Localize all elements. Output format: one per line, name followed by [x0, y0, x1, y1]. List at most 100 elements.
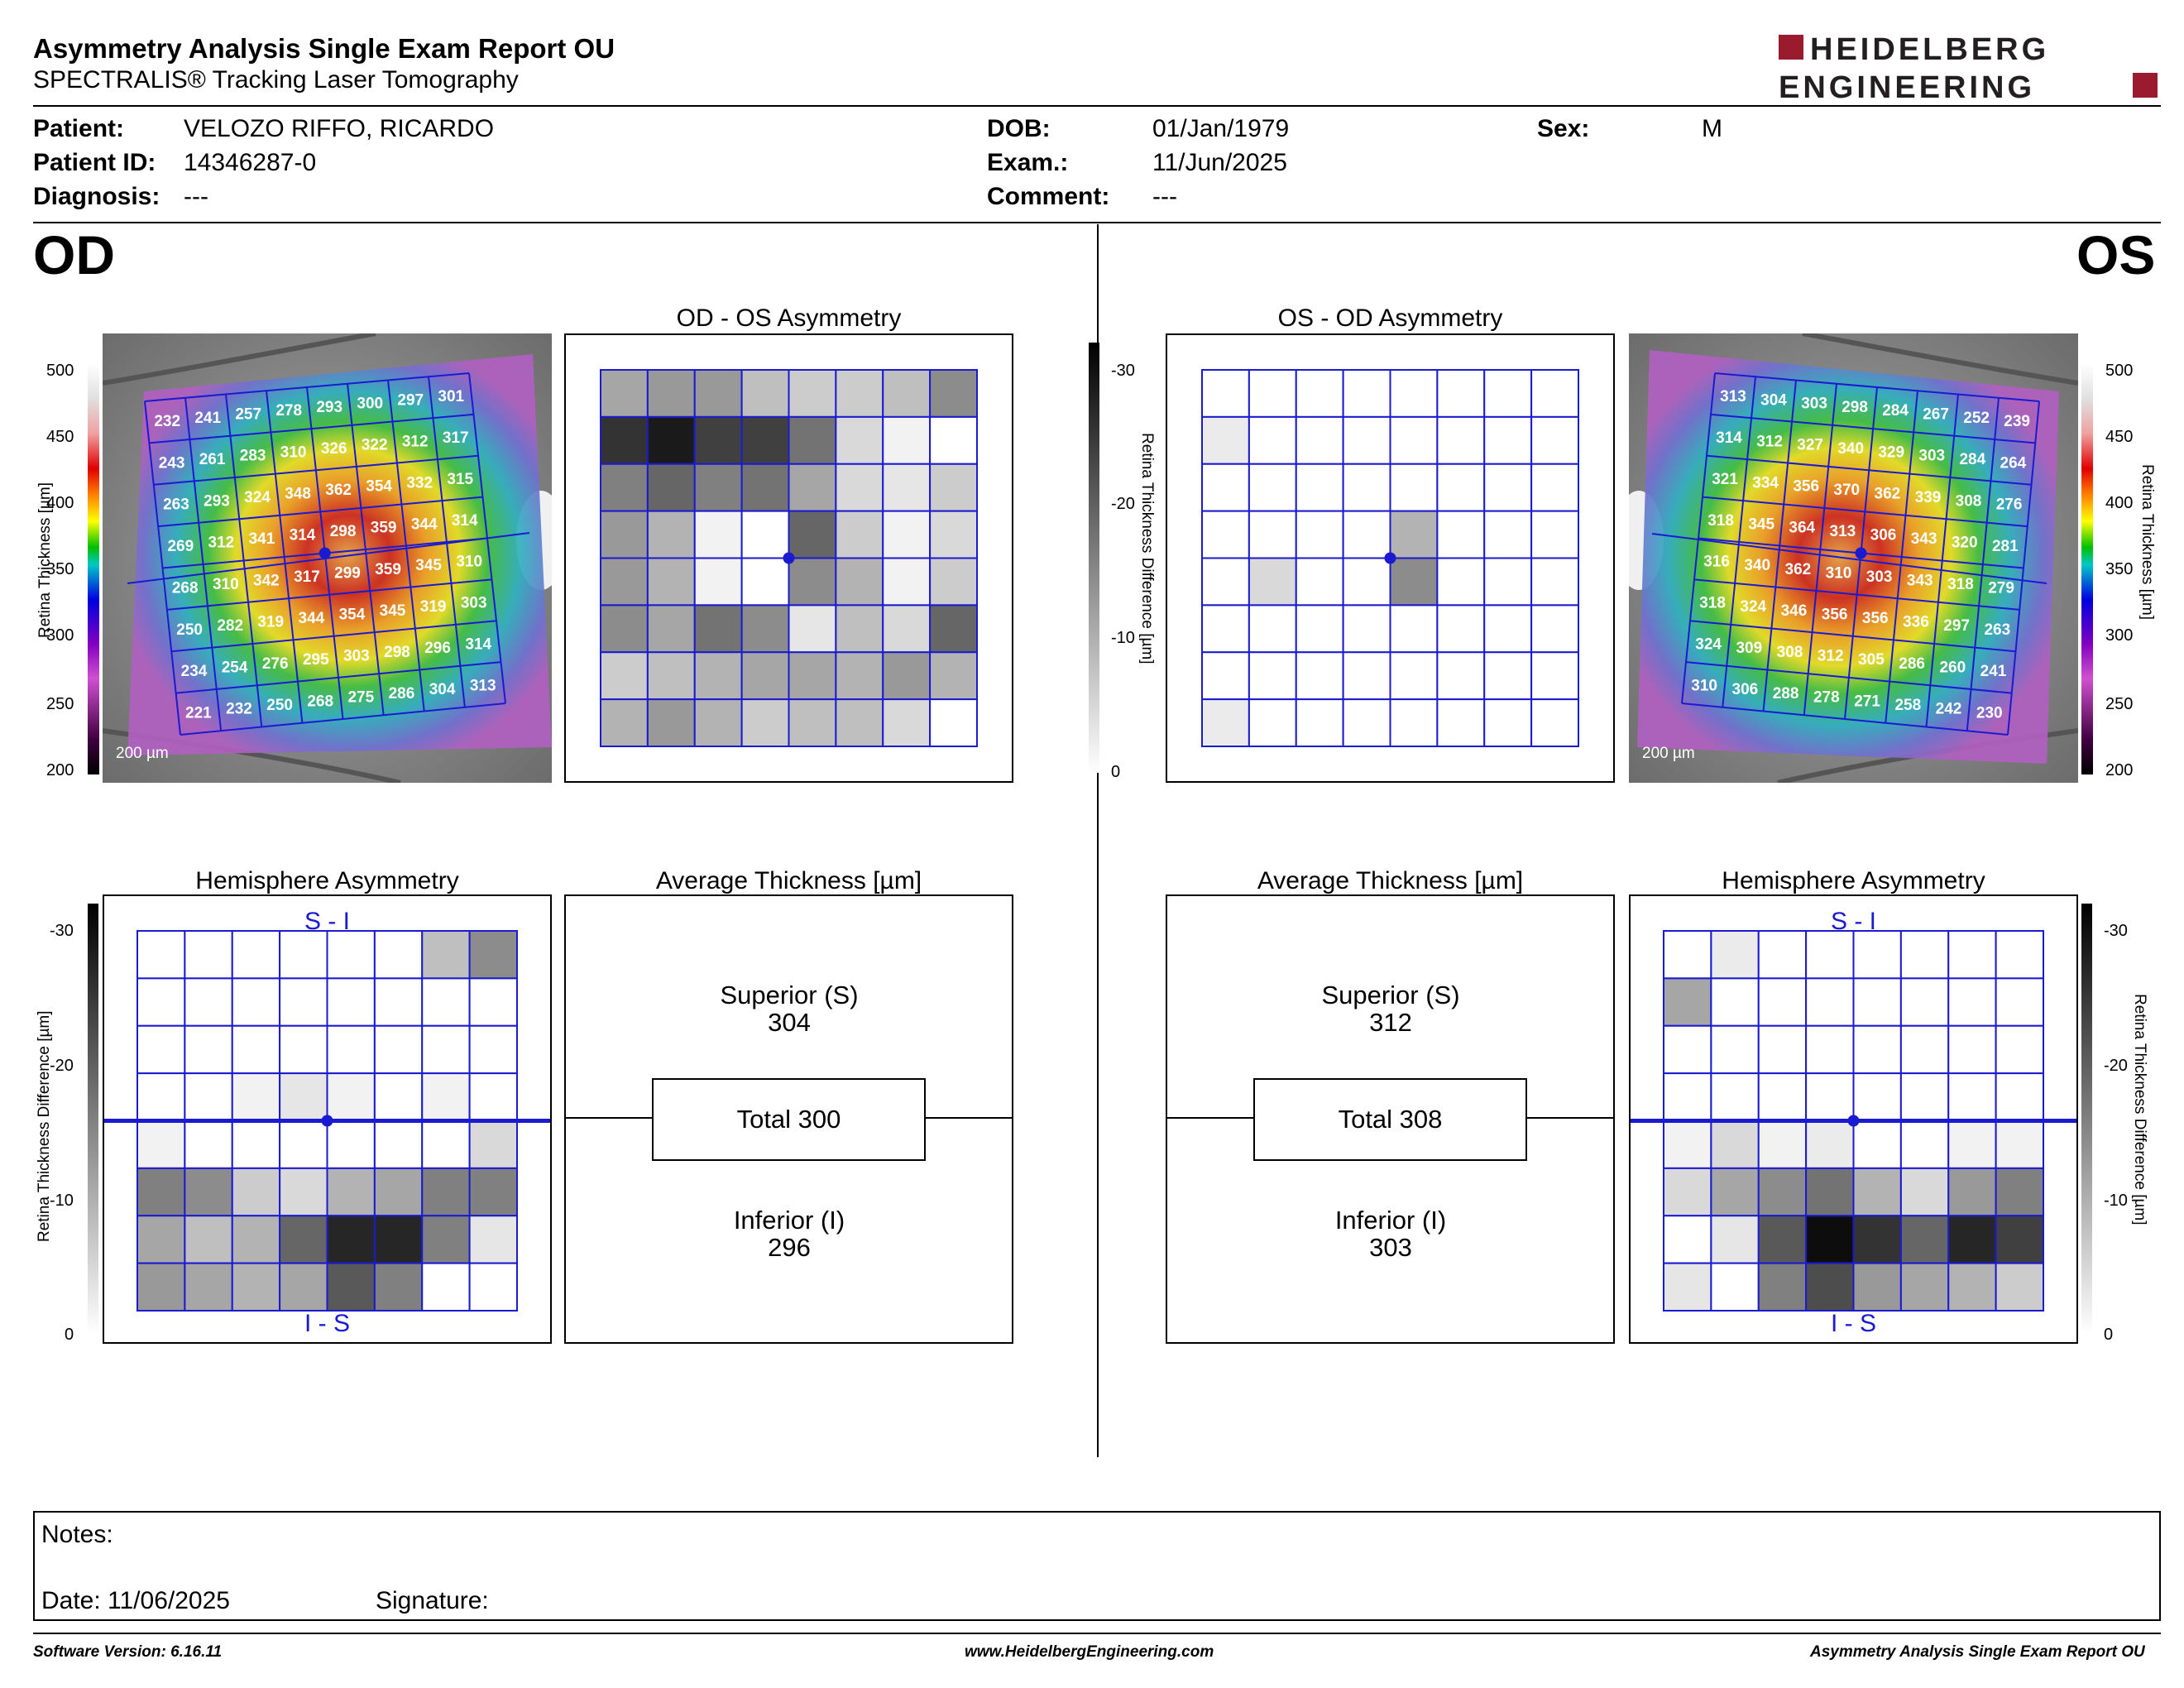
od-thickness-value: 314: [465, 636, 491, 654]
od-thickness-axis-label: Retina Thickness [µm]: [36, 482, 54, 638]
od-tick-200: 200: [46, 761, 74, 779]
od-asym-cell: [600, 510, 649, 559]
os-thickness-value: 263: [1984, 621, 2010, 639]
os-thickness-value: 356: [1862, 610, 1889, 627]
os-thickness-value: 304: [1760, 391, 1787, 409]
os-asym-cell: [1248, 557, 1297, 607]
os-thickness-value: 288: [1773, 685, 1799, 703]
comment-value: ---: [1152, 183, 1177, 210]
os-hemi-cell: [1710, 1215, 1760, 1264]
os-eye-label: OS: [2076, 224, 2156, 285]
od-hemi-tick-10: -10: [50, 1192, 74, 1210]
od-asym-panel: [564, 333, 1013, 783]
os-asym-cell: [1248, 415, 1297, 465]
od-asym-cell: [788, 557, 837, 607]
patient-label: Patient:: [33, 115, 125, 142]
od-thickness-value: 326: [321, 440, 347, 458]
od-inferior-label: Inferior (I): [733, 1206, 845, 1235]
os-hemi-colorbar: [2081, 904, 2092, 1334]
od-hemi-panel: S - I I - S: [103, 894, 552, 1344]
os-asym-cell: [1389, 415, 1439, 465]
od-hemi-cell: [136, 930, 186, 980]
os-hemi-cell: [1852, 977, 1902, 1027]
od-thickness-value: 243: [159, 454, 185, 472]
os-asym-cell: [1483, 604, 1533, 654]
od-thickness-value: 313: [470, 677, 496, 694]
os-hemi-cell: [1663, 930, 1712, 980]
od-asym-cell: [646, 415, 696, 465]
os-asym-cell: [1483, 557, 1533, 607]
od-thickness-value: 263: [163, 496, 189, 514]
os-scale-bar: 200 µm: [1642, 745, 1695, 762]
od-hemi-cell: [326, 1167, 376, 1217]
os-asym-cell: [1342, 557, 1391, 607]
od-total-box: Total 300: [652, 1078, 926, 1161]
os-thickness-value: 336: [1903, 614, 1929, 631]
os-hemi-cell: [1663, 1167, 1712, 1217]
os-thickness-value: 309: [1736, 640, 1762, 657]
os-asym-cell: [1530, 651, 1579, 701]
od-thickness-value: 344: [299, 610, 325, 627]
od-hemi-cell: [421, 977, 471, 1027]
od-thickness-value: 324: [244, 489, 271, 506]
os-total-box: Total 308: [1253, 1078, 1527, 1161]
od-hemi-cell: [468, 1024, 518, 1075]
od-asym-cell: [929, 463, 978, 512]
od-asym-cell: [600, 369, 649, 418]
od-hemi-cell: [421, 1072, 471, 1122]
os-asym-cell: [1342, 651, 1391, 701]
os-thickness-value: 313: [1830, 523, 1856, 540]
os-thickness-value: 242: [1936, 701, 1962, 718]
os-hemi-cell: [1899, 1215, 1950, 1264]
os-asym-cell: [1201, 369, 1250, 418]
od-hemi-cell: [184, 930, 233, 980]
os-thickness-gridline: [1693, 578, 2020, 611]
os-asym-cell: [1342, 698, 1391, 747]
os-hemi-cell: [1852, 930, 1902, 980]
os-hemi-cell: [1852, 1215, 1902, 1264]
od-thickness-value: 275: [347, 689, 374, 707]
os-asym-cell: [1248, 369, 1297, 418]
logo-line2: ENGINEERING: [1779, 70, 2035, 103]
os-hemi-cell: [1710, 977, 1760, 1027]
od-thickness-value: 301: [438, 388, 464, 405]
dob-label: DOB:: [987, 115, 1051, 142]
os-hemi-cell: [1805, 1215, 1855, 1264]
os-thickness-value: 264: [2000, 454, 2027, 472]
os-asym-cell: [1201, 463, 1250, 512]
od-hemi-cell: [326, 977, 376, 1027]
os-thickness-value: 258: [1894, 697, 1921, 714]
os-thickness-value: 327: [1797, 437, 1823, 454]
os-hemi-cell: [1710, 1024, 1760, 1075]
os-asym-cell: [1530, 369, 1579, 418]
od-asym-cell: [693, 698, 743, 747]
od-thickness-value: 221: [185, 704, 212, 722]
os-hemi-cell: [1852, 1167, 1902, 1217]
exam-value: 11/Jun/2025: [1152, 149, 1287, 176]
od-thickness-fovea-dot: [318, 547, 331, 559]
od-hemi-cell: [326, 1024, 376, 1075]
os-thickness-fovea-dot: [1855, 547, 1867, 559]
od-asym-cell: [835, 557, 884, 607]
os-hemi-tick-0: 0: [2104, 1326, 2114, 1344]
od-hemi-tick-30: -30: [50, 922, 74, 940]
os-thickness-value: 314: [1716, 429, 1742, 447]
diagnosis-label: Diagnosis:: [33, 183, 160, 210]
os-inferior-value: 303: [1369, 1233, 1412, 1262]
od-hemi-cell: [468, 977, 518, 1027]
comment-label: Comment:: [987, 183, 1110, 210]
od-thickness-value: 299: [334, 564, 361, 582]
os-asym-cell: [1201, 604, 1250, 654]
od-hemi-cell: [468, 1167, 518, 1217]
od-tick-500: 500: [46, 362, 74, 380]
os-hemi-cell: [1899, 930, 1950, 980]
os-hemi-title: Hemisphere Asymmetry: [1722, 867, 1985, 894]
od-hemi-cell: [231, 977, 281, 1027]
od-asym-cell: [600, 698, 649, 747]
od-asym-cell: [740, 651, 790, 701]
footer-report-name: Asymmetry Analysis Single Exam Report OU: [1810, 1643, 2145, 1661]
os-asym-cell: [1201, 651, 1250, 701]
os-hemi-tick-30: -30: [2104, 922, 2128, 940]
od-thickness-value: 261: [199, 451, 226, 468]
os-thickness-value: 281: [1992, 538, 2019, 555]
